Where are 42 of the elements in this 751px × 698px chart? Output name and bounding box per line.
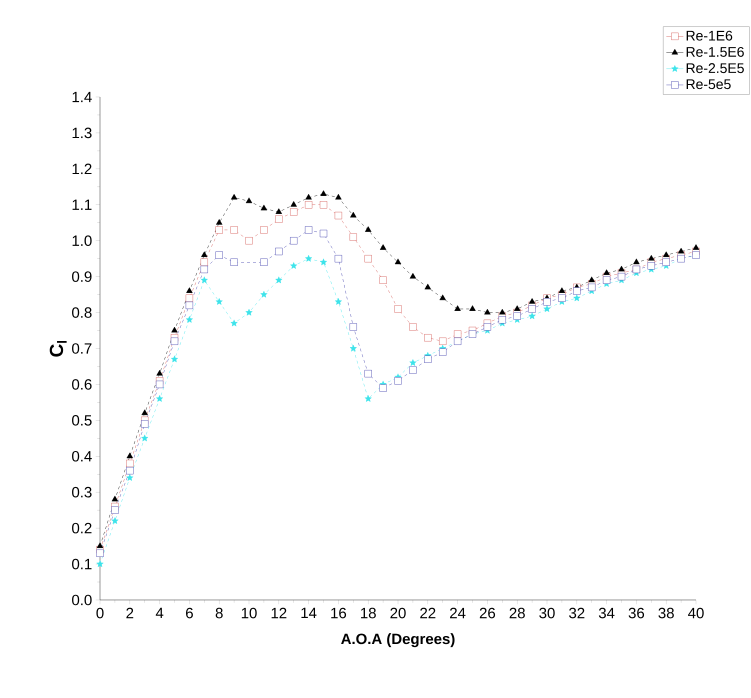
x-tick-label: 28	[510, 608, 525, 618]
y-tick-label: 0.6	[72, 379, 92, 390]
x-tick-label: 14	[301, 608, 316, 618]
x-tick-label: 36	[628, 608, 644, 618]
x-axis-title: A.O.A (Degrees)	[341, 633, 455, 648]
y-axis-title: C$_{l}$	[50, 340, 67, 357]
x-tick-label: 2	[126, 608, 134, 618]
x-tick-label: 38	[658, 608, 674, 618]
x-tick-label: 22	[420, 608, 436, 618]
y-tick-label: 0.1	[72, 558, 92, 570]
x-tick-label: 20	[390, 608, 406, 618]
legend-label: Re-5e5	[686, 79, 731, 90]
x-tick-label: 16	[331, 608, 346, 618]
x-tick-label: 40	[688, 608, 704, 618]
x-tick-label: 24	[450, 608, 466, 618]
x-tick-label: 4	[156, 608, 164, 618]
y-tick-label: 0.2	[72, 522, 92, 534]
y-tick-label: 1.1	[72, 200, 92, 210]
x-tick-label: 26	[480, 608, 496, 618]
x-tick-label: 8	[216, 608, 223, 618]
legend-label: Re-2.5E5	[686, 63, 744, 74]
y-tick-label: 0.4	[72, 450, 92, 462]
x-tick-label: 6	[186, 608, 193, 618]
y-tick-label: 0.7	[72, 343, 92, 354]
x-tick-label: 0	[96, 608, 104, 618]
y-tick-label: 0.5	[72, 415, 92, 426]
y-tick-label: 0.3	[72, 486, 92, 498]
y-tick-label: 1.3	[72, 128, 92, 138]
x-tick-label: 30	[539, 608, 555, 618]
x-tick-label: 18	[361, 608, 376, 618]
y-tick-label: 1.4	[72, 92, 92, 102]
x-tick-label: 32	[569, 608, 584, 618]
legend-label: Re-1E6	[686, 30, 732, 41]
legend-label: Re-1.5E6	[686, 46, 744, 57]
y-tick-label: 0.0	[72, 594, 92, 606]
y-tick-label: 0.8	[72, 307, 92, 318]
y-tick-label: 1.0	[72, 235, 92, 246]
x-tick-label: 34	[598, 608, 614, 618]
x-tick-label: 10	[242, 608, 257, 618]
y-tick-label: 1.2	[72, 164, 92, 174]
y-tick-label: 0.9	[72, 271, 92, 282]
x-tick-label: 12	[272, 608, 286, 618]
